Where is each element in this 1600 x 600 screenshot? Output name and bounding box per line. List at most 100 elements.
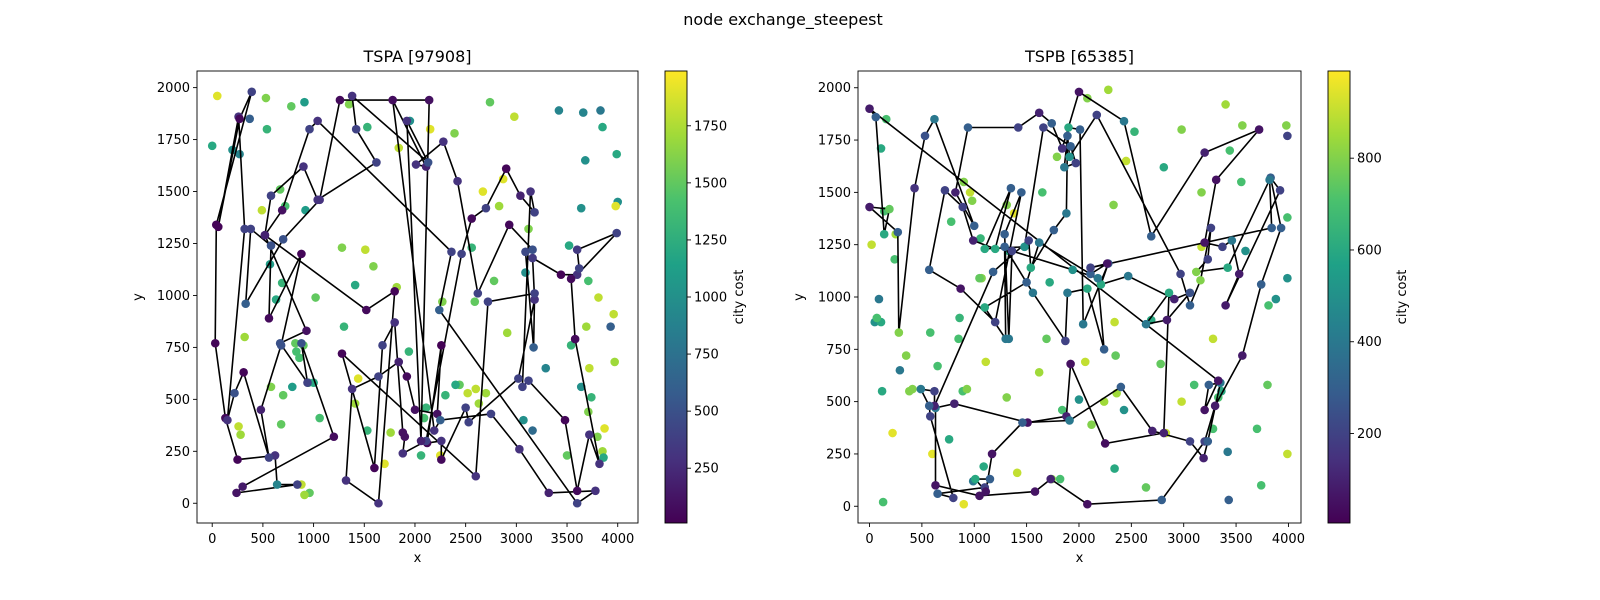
route-city-point bbox=[1049, 225, 1059, 235]
city-point bbox=[609, 309, 618, 319]
route-city-point bbox=[372, 158, 381, 167]
route-city-point bbox=[1030, 487, 1040, 496]
city-point bbox=[1055, 474, 1065, 484]
city-point bbox=[337, 243, 347, 252]
city-point bbox=[1052, 152, 1062, 162]
route-city-point bbox=[471, 471, 481, 481]
panel-title: TSPB [65385] bbox=[1024, 47, 1134, 66]
city-point bbox=[1034, 368, 1044, 377]
route-city-point bbox=[378, 341, 387, 350]
city-point bbox=[584, 276, 593, 286]
route-city-point bbox=[1203, 437, 1213, 446]
colorbar-label: city cost bbox=[732, 270, 747, 325]
route-city-point bbox=[990, 244, 1000, 254]
route-city-point bbox=[1066, 142, 1075, 151]
route-city-point bbox=[572, 498, 582, 508]
route-city-point bbox=[447, 247, 456, 257]
route-city-point bbox=[985, 474, 995, 484]
route-city-point bbox=[1062, 208, 1071, 218]
route-city-point bbox=[958, 202, 968, 212]
route-city-point bbox=[1083, 284, 1092, 293]
route-city-point bbox=[1074, 87, 1084, 97]
city-point bbox=[1002, 393, 1012, 402]
x-tick-label: 2500 bbox=[1115, 532, 1148, 547]
route-line bbox=[867, 90, 1282, 506]
route-city-point bbox=[424, 95, 434, 105]
route-city-point bbox=[530, 208, 539, 217]
route-city-point bbox=[351, 124, 361, 134]
route-city-point bbox=[241, 299, 250, 309]
city-point bbox=[587, 392, 596, 402]
city-point bbox=[874, 294, 884, 304]
route-city-point bbox=[516, 191, 525, 200]
route-city-point bbox=[521, 247, 530, 257]
y-tick-label: 2000 bbox=[157, 81, 190, 96]
x-tick-label: 1500 bbox=[1010, 532, 1043, 547]
route-city-point bbox=[1234, 269, 1244, 279]
route-city-point bbox=[374, 372, 383, 381]
route-city-point bbox=[313, 116, 322, 126]
city-point bbox=[386, 428, 395, 437]
route-city-point bbox=[940, 185, 950, 195]
colorbar-tick-label: 200 bbox=[1357, 427, 1382, 442]
city-point bbox=[610, 357, 619, 367]
city-point bbox=[470, 297, 480, 306]
y-tick-label: 500 bbox=[826, 395, 851, 410]
plot-area bbox=[865, 85, 1292, 509]
city-point bbox=[441, 390, 450, 400]
route-city-point bbox=[1211, 175, 1221, 185]
y-tick-label: 250 bbox=[165, 445, 190, 460]
city-point bbox=[344, 99, 354, 109]
city-point bbox=[271, 295, 281, 304]
route-city-point bbox=[1119, 116, 1129, 126]
route-line bbox=[214, 91, 618, 505]
colorbar bbox=[1328, 71, 1350, 523]
panel-title: TSPA [97908] bbox=[363, 47, 472, 66]
route-city-point bbox=[390, 286, 399, 296]
route-city-point bbox=[570, 334, 580, 344]
city-point bbox=[300, 490, 309, 500]
city-point bbox=[1263, 380, 1272, 390]
route-city-point bbox=[1061, 336, 1070, 346]
y-tick-label: 750 bbox=[165, 341, 190, 356]
route-city-point bbox=[239, 368, 248, 377]
y-tick-label: 1500 bbox=[818, 186, 851, 201]
city-point bbox=[890, 255, 899, 264]
city-point bbox=[585, 363, 594, 373]
route-city-point bbox=[264, 453, 274, 462]
route-city-point bbox=[990, 317, 1000, 327]
route-city-point bbox=[1169, 294, 1179, 304]
route-city-point bbox=[1265, 175, 1274, 185]
route-city-point bbox=[572, 245, 582, 255]
route-city-point bbox=[453, 176, 462, 186]
city-point bbox=[1208, 334, 1218, 344]
route-city-point bbox=[1078, 319, 1088, 329]
city-point bbox=[1189, 380, 1199, 390]
route-city-point bbox=[410, 405, 420, 415]
city-point bbox=[962, 384, 972, 394]
city-point bbox=[599, 453, 608, 462]
city-point bbox=[606, 322, 615, 331]
city-point bbox=[425, 124, 435, 134]
route-city-point bbox=[402, 116, 412, 126]
city-point bbox=[967, 196, 977, 206]
route-city-point bbox=[390, 318, 399, 327]
route-city-point bbox=[341, 476, 351, 485]
route-city-point bbox=[1000, 242, 1009, 252]
city-point bbox=[416, 451, 426, 460]
city-point bbox=[291, 338, 300, 348]
x-tick-label: 1000 bbox=[958, 532, 991, 547]
colorbar-label: city cost bbox=[1395, 270, 1410, 325]
route-city-point bbox=[1024, 236, 1034, 245]
city-point bbox=[278, 390, 288, 400]
y-tick-label: 1500 bbox=[157, 185, 190, 200]
y-tick-label: 2000 bbox=[818, 81, 851, 96]
route-city-point bbox=[1046, 474, 1055, 484]
route-city-point bbox=[1001, 334, 1010, 344]
x-tick-label: 3500 bbox=[550, 532, 583, 547]
route-city-point bbox=[1238, 351, 1247, 360]
route-city-point bbox=[1200, 238, 1209, 247]
route-city-point bbox=[1000, 229, 1009, 239]
route-city-point bbox=[297, 338, 306, 348]
city-point bbox=[353, 374, 363, 383]
